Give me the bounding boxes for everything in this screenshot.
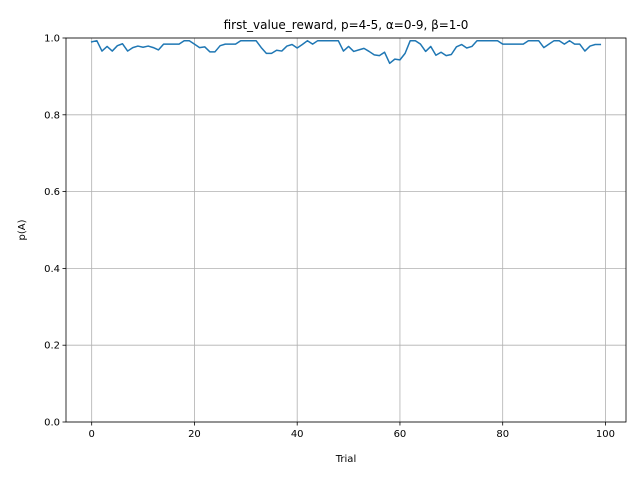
y-tick-label: 0.4 <box>44 264 60 275</box>
chart-title: first_value_reward, p=4-5, α=0-9, β=1-0 <box>224 18 469 32</box>
x-tick-label: 100 <box>596 429 615 440</box>
x-tick-label: 0 <box>89 429 95 440</box>
x-tick-label: 80 <box>496 429 509 440</box>
axis-ticks: 0 20 40 60 80 100 0.0 0.2 0.4 0.6 0.8 1.0 <box>44 34 615 441</box>
y-tick-label: 0.8 <box>44 110 60 121</box>
x-tick-label: 60 <box>394 429 407 440</box>
series-line <box>90 39 602 65</box>
plot-frame <box>65 37 627 423</box>
y-tick-label: 0.6 <box>44 187 60 198</box>
y-axis-label: p(A) <box>17 219 28 240</box>
y-tick-label: 0.2 <box>44 341 60 352</box>
x-tick-label: 20 <box>188 429 201 440</box>
y-tick-label: 1.0 <box>44 34 60 45</box>
y-tick-label: 0.0 <box>44 418 60 429</box>
data-series <box>90 39 602 65</box>
x-tick-label: 40 <box>291 429 304 440</box>
x-axis-label: Trial <box>335 454 356 465</box>
